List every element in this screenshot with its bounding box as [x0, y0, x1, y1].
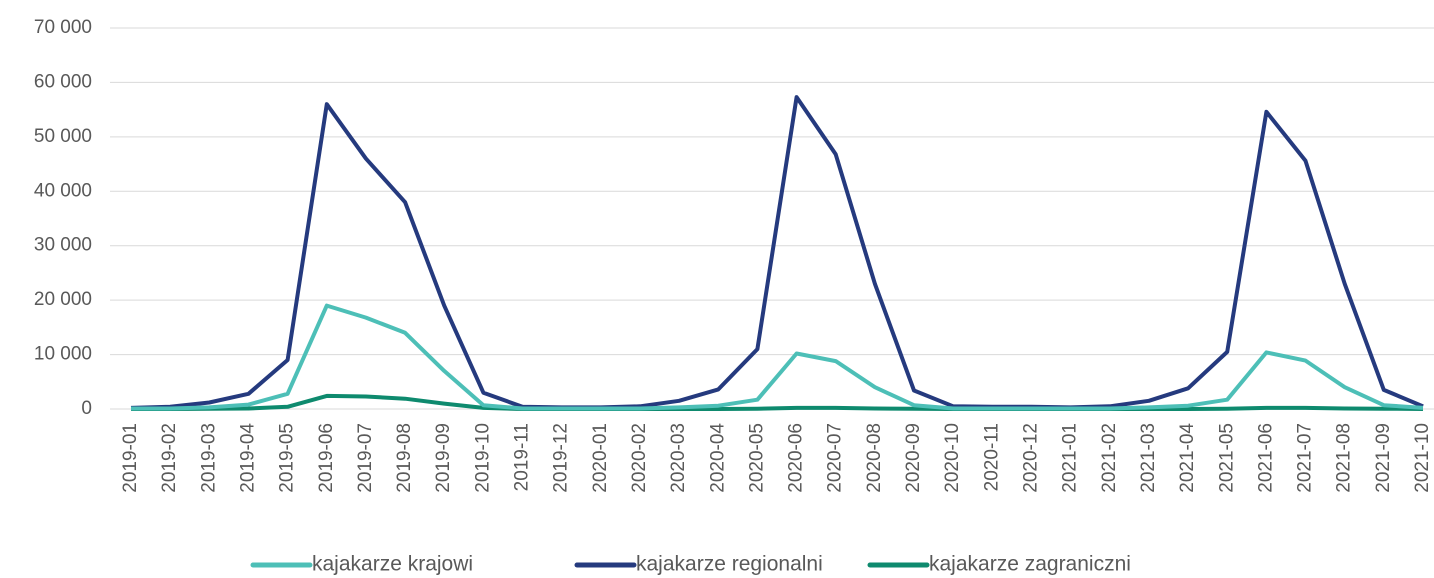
x-tick-label: 2021-03 — [1138, 423, 1159, 493]
x-tick-label: 2019-09 — [433, 423, 454, 493]
x-tick-label: 2020-03 — [668, 423, 689, 493]
y-tick-label: 60 000 — [34, 71, 92, 92]
legend-label: kajakarze zagraniczni — [929, 553, 1131, 576]
x-tick-label: 2019-12 — [551, 423, 572, 493]
x-tick-label: 2020-01 — [590, 423, 611, 493]
x-tick-label: 2020-06 — [786, 423, 807, 493]
x-tick-label: 2020-11 — [981, 423, 1002, 491]
x-tick-label: 2020-12 — [1021, 423, 1042, 493]
x-tick-label: 2021-08 — [1334, 423, 1355, 493]
x-tick-label: 2021-04 — [1177, 423, 1198, 493]
x-tick-label: 2021-10 — [1412, 423, 1433, 493]
series-line — [130, 95, 1424, 410]
series-line — [131, 303, 1424, 411]
x-tick-label: 2019-10 — [472, 423, 493, 493]
x-tick-label: 2020-09 — [903, 423, 924, 493]
x-tick-label: 2020-05 — [746, 423, 767, 493]
y-tick-label: 10 000 — [34, 344, 92, 365]
y-tick-label: 40 000 — [34, 180, 92, 201]
x-tick-label: 2020-08 — [864, 423, 885, 493]
y-tick-label: 50 000 — [34, 126, 92, 147]
x-tick-label: 2019-03 — [198, 423, 219, 493]
x-tick-label: 2019-05 — [277, 423, 298, 493]
x-tick-label: 2020-07 — [825, 423, 846, 493]
x-tick-label: 2019-06 — [316, 423, 337, 493]
x-tick-label: 2021-07 — [1295, 423, 1316, 493]
x-tick-label: 2021-02 — [1099, 423, 1120, 493]
x-tick-label: 2019-07 — [355, 423, 376, 493]
legend: kajakarze krajowi kajakarze regionalni kaj… — [250, 553, 1131, 576]
legend-label: kajakarze regionalni — [636, 553, 823, 576]
x-tick-label: 2019-11 — [512, 423, 533, 491]
x-tick-label: 2019-04 — [237, 423, 258, 493]
x-tick-label: 2021-01 — [1060, 423, 1081, 493]
y-tick-label: 70 000 — [34, 17, 92, 38]
x-tick-label: 2019-02 — [159, 423, 180, 493]
series-line — [131, 393, 1424, 411]
x-tick-label: 2021-06 — [1255, 423, 1276, 493]
x-tick-label: 2019-01 — [120, 423, 141, 493]
x-tick-label: 2021-05 — [1216, 423, 1237, 493]
x-tick-label: 2020-04 — [707, 423, 728, 493]
y-tick-label: 20 000 — [34, 289, 92, 310]
x-tick-label: 2020-10 — [942, 423, 963, 493]
y-tick-label: 0 — [81, 398, 92, 419]
legend-label: kajakarze krajowi — [312, 553, 473, 576]
x-tick-label: 2019-08 — [394, 423, 415, 493]
y-tick-label: 30 000 — [34, 235, 92, 256]
x-tick-label: 2021-09 — [1373, 423, 1394, 493]
x-tick-label: 2020-02 — [629, 423, 650, 493]
